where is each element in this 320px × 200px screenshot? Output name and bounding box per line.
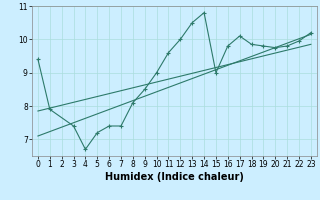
X-axis label: Humidex (Indice chaleur): Humidex (Indice chaleur) bbox=[105, 172, 244, 182]
